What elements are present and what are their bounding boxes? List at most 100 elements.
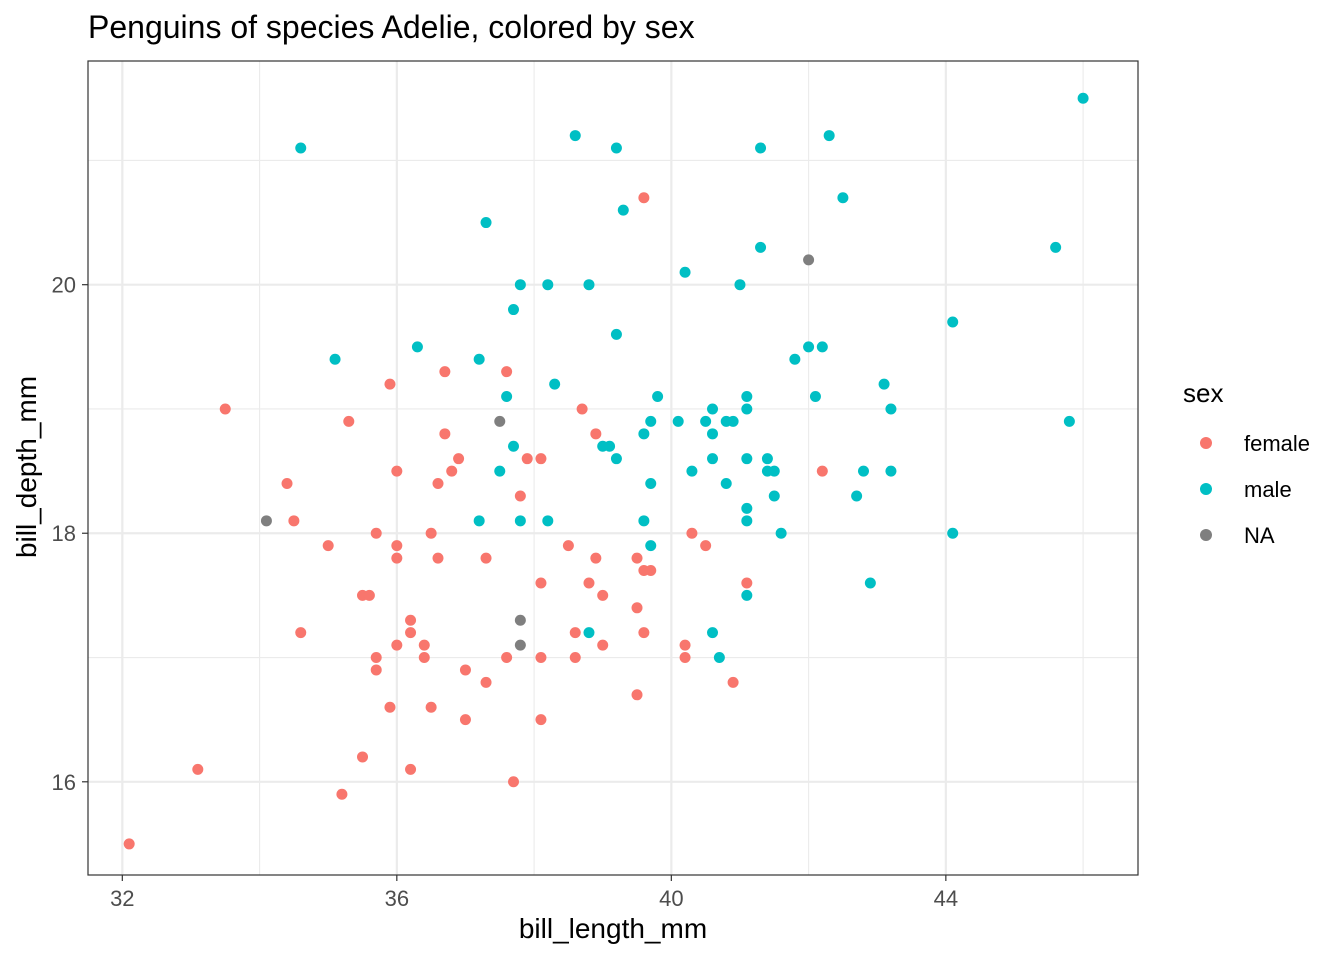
data-point (610, 453, 622, 465)
data-point (542, 279, 554, 291)
data-point (329, 353, 341, 365)
data-point (597, 589, 609, 601)
data-point (439, 366, 451, 378)
data-point (418, 652, 430, 664)
data-point (260, 515, 272, 527)
data-point (638, 627, 650, 639)
data-point (864, 577, 876, 589)
data-point (768, 465, 780, 477)
data-point (446, 465, 458, 477)
data-point (686, 527, 698, 539)
data-point (610, 328, 622, 340)
data-point (411, 341, 423, 353)
data-point (816, 341, 828, 353)
data-point (288, 515, 300, 527)
data-point (391, 465, 403, 477)
data-point (727, 415, 739, 427)
chart-title: Penguins of species Adelie, colored by s… (88, 9, 695, 45)
data-point (803, 254, 815, 266)
data-point (281, 478, 293, 490)
y-axis-title: bill_depth_mm (11, 376, 42, 558)
data-point (707, 627, 719, 639)
data-point (707, 453, 719, 465)
data-point (617, 204, 629, 216)
data-point (672, 415, 684, 427)
data-point (480, 552, 492, 564)
data-point (336, 788, 348, 800)
data-point (947, 527, 959, 539)
data-point (885, 465, 897, 477)
data-point (755, 241, 767, 253)
data-point (823, 130, 835, 142)
data-point (535, 714, 547, 726)
data-point (405, 627, 417, 639)
data-point (459, 714, 471, 726)
plot-panel (87, 60, 1139, 876)
data-point (439, 428, 451, 440)
data-point (789, 353, 801, 365)
data-point (418, 639, 430, 651)
data-point (405, 763, 417, 775)
data-point (583, 279, 595, 291)
data-point (878, 378, 890, 390)
data-point (837, 192, 849, 204)
data-point (645, 540, 657, 552)
data-point (1063, 415, 1075, 427)
data-point (583, 577, 595, 589)
data-point (363, 589, 375, 601)
series-na (260, 254, 815, 651)
data-point (686, 465, 698, 477)
data-point (761, 453, 773, 465)
legend-key (1200, 483, 1212, 495)
y-axis: 16 18 20 (52, 273, 88, 795)
data-point (453, 453, 465, 465)
data-point (741, 391, 753, 403)
data-point (597, 639, 609, 651)
data-point (700, 415, 712, 427)
data-point (604, 440, 616, 452)
data-point (507, 304, 519, 316)
data-point (123, 838, 135, 850)
data-point (501, 652, 513, 664)
legend: sex female male NA (1183, 378, 1310, 548)
data-point (473, 515, 485, 527)
data-point (391, 639, 403, 651)
data-point (405, 614, 417, 626)
data-point (480, 217, 492, 229)
data-point (192, 763, 204, 775)
data-point (631, 689, 643, 701)
data-point (480, 676, 492, 688)
data-point (707, 428, 719, 440)
data-point (494, 465, 506, 477)
data-point (679, 266, 691, 278)
data-point (542, 515, 554, 527)
data-point (741, 577, 753, 589)
data-point (494, 415, 506, 427)
data-point (707, 403, 719, 415)
data-point (775, 527, 787, 539)
data-point (645, 478, 657, 490)
data-point (391, 552, 403, 564)
data-point (370, 652, 382, 664)
data-point (473, 353, 485, 365)
legend-key (1200, 529, 1212, 541)
data-point (370, 664, 382, 676)
data-point (755, 142, 767, 154)
data-point (384, 701, 396, 713)
data-point (816, 465, 828, 477)
data-point (343, 415, 355, 427)
data-point (425, 701, 437, 713)
data-point (219, 403, 231, 415)
data-point (514, 279, 526, 291)
data-point (652, 391, 664, 403)
legend-key (1200, 437, 1212, 449)
data-point (857, 465, 869, 477)
data-point (507, 440, 519, 452)
data-point (295, 627, 307, 639)
data-point (638, 515, 650, 527)
data-point (741, 515, 753, 527)
data-point (576, 403, 588, 415)
data-point (535, 577, 547, 589)
data-point (562, 540, 574, 552)
